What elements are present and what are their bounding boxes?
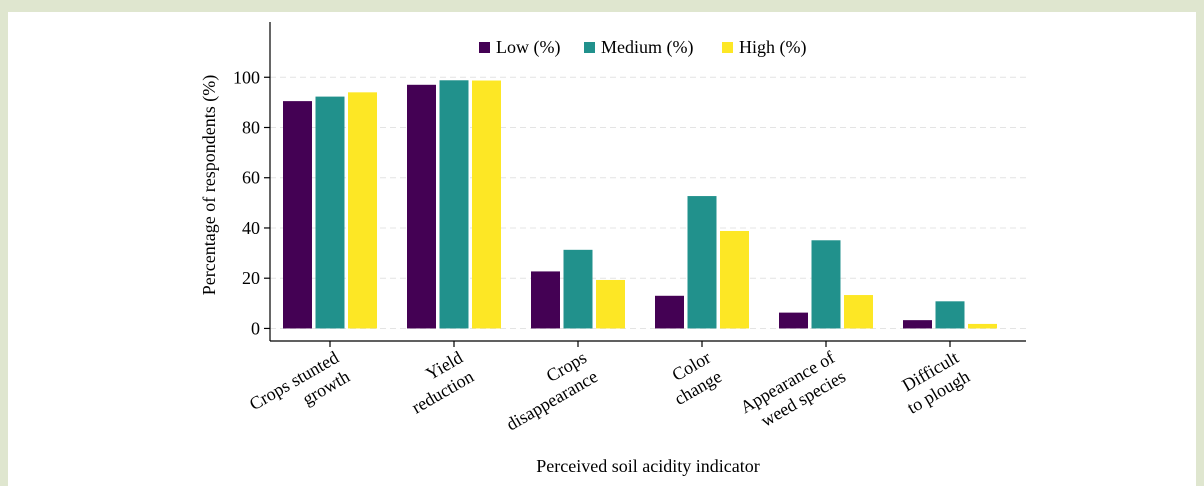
- y-tick-label: 0: [251, 318, 260, 338]
- bar-medium: [439, 80, 469, 329]
- bar-low: [407, 84, 436, 329]
- bar-medium: [315, 96, 345, 329]
- bar-high: [844, 295, 873, 329]
- x-tick-label: Appearance ofweed species: [737, 347, 849, 436]
- y-tick-label: 20: [242, 268, 260, 288]
- bar-low: [531, 271, 560, 329]
- chart-frame: [8, 12, 1196, 486]
- bar-low: [779, 312, 808, 329]
- legend-swatch: [722, 42, 733, 53]
- legend-label: High (%): [739, 37, 806, 58]
- y-tick-label: 40: [242, 218, 260, 238]
- bar-high: [968, 323, 997, 329]
- legend-swatch: [479, 42, 490, 53]
- bar-medium: [935, 301, 965, 329]
- bar-medium: [687, 196, 717, 329]
- bar-medium: [563, 249, 593, 329]
- legend-label: Medium (%): [601, 37, 693, 58]
- x-tick-label: Yieldreduction: [397, 347, 477, 417]
- bar-high: [472, 80, 501, 329]
- y-tick-label: 60: [242, 168, 260, 188]
- legend-swatch: [584, 42, 595, 53]
- bar-low: [283, 101, 312, 329]
- legend: Low (%) Medium (%) High (%): [479, 37, 806, 58]
- x-tick-label: Colorchange: [660, 347, 725, 409]
- bar-low: [903, 320, 932, 329]
- bar-high: [348, 92, 377, 329]
- bar-high: [720, 230, 749, 329]
- x-axis-label: Perceived soil acidity indicator: [536, 456, 759, 476]
- y-axis-label: Percentage of respondents (%): [199, 75, 220, 295]
- bar-high: [596, 279, 625, 329]
- y-tick-label: 100: [233, 67, 260, 87]
- y-tick-label: 80: [242, 117, 260, 137]
- bar-medium: [811, 240, 841, 329]
- x-tick-label: Difficultto plough: [893, 347, 973, 418]
- x-tick-label: Cropsdisappearance: [492, 347, 601, 434]
- legend-label: Low (%): [496, 37, 560, 58]
- x-tick-label: Crops stuntedgrowth: [246, 347, 353, 433]
- bar-low: [655, 295, 684, 329]
